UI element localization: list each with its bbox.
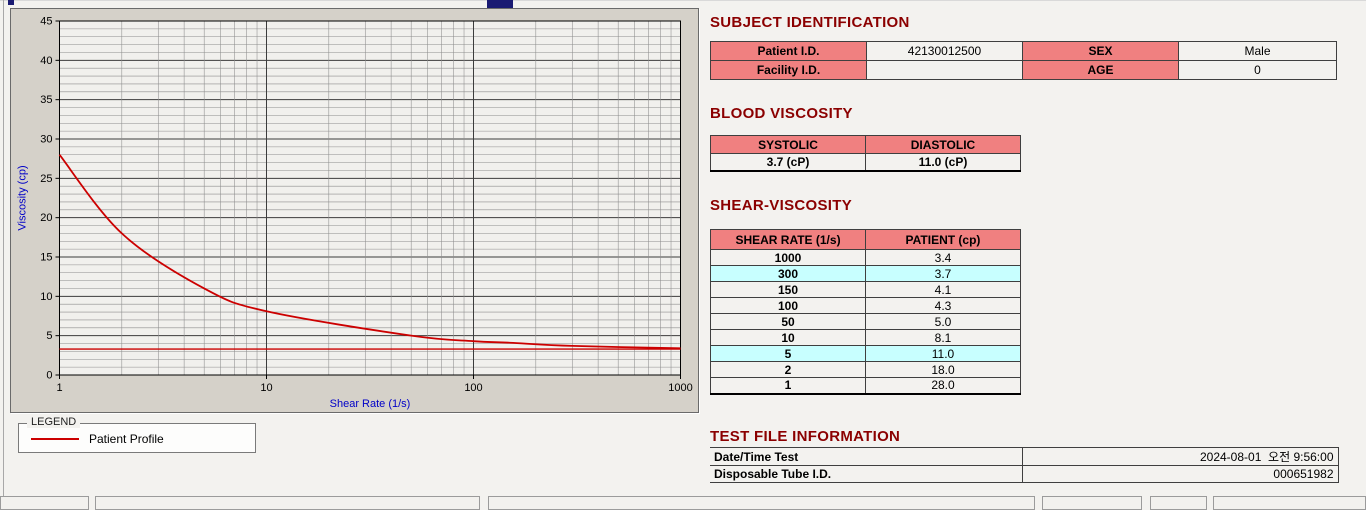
subject-identification-heading: SUBJECT IDENTIFICATION [710,14,910,31]
table-header-row: SYSTOLIC DIASTOLIC [710,135,1021,154]
diastolic-value: 11.0 (cP) [865,153,1021,172]
svg-text:40: 40 [40,55,52,67]
patient-cp-cell: 18.0 [865,361,1021,378]
systolic-value: 3.7 (cP) [710,153,866,172]
svg-text:1: 1 [56,382,62,394]
patient-cp-cell: 4.1 [865,281,1021,298]
svg-text:1000: 1000 [668,382,692,394]
age-value: 0 [1178,60,1337,80]
patient-cp-cell: 28.0 [865,377,1021,394]
test-file-table: Date/Time Test 2024-08-01 오전 9:56:00 Dis… [710,447,1339,483]
table-row: 150 4.1 [710,281,1021,298]
shear-rate-cell: 300 [710,265,866,282]
disposable-tube-id-value: 000651982 [1021,465,1339,483]
shear-viscosity-table: SHEAR RATE (1/s) PATIENT (cp) 1000 3.4 3… [710,229,1021,395]
legend-line-swatch [31,438,79,440]
svg-text:45: 45 [40,16,52,28]
table-row: Facility I.D. AGE 0 [710,60,1337,80]
table-row: Patient I.D. 42130012500 SEX Male [710,41,1337,61]
legend-title: LEGEND [27,416,81,428]
svg-text:20: 20 [40,212,52,224]
disposable-tube-id-label: Disposable Tube I.D. [710,465,1022,483]
svg-text:100: 100 [464,382,482,394]
table-row: 10 8.1 [710,329,1021,346]
svg-text:Shear Rate (1/s): Shear Rate (1/s) [330,398,411,410]
sex-value: Male [1178,41,1337,61]
window-fragment [8,0,14,5]
viscosity-chart-panel: 0 5 10 15 20 25 30 35 40 45 1 10 100 1000 Shear Rate (… [10,8,699,413]
svg-text:15: 15 [40,252,52,264]
shear-viscosity-heading: SHEAR-VISCOSITY [710,197,853,214]
age-label: AGE [1022,60,1179,80]
shear-rate-cell: 100 [710,297,866,314]
shear-rate-cell: 1000 [710,249,866,266]
diastolic-header: DIASTOLIC [865,135,1021,154]
shear-rate-cell: 5 [710,345,866,362]
date-time-test-value: 2024-08-01 오전 9:56:00 [1021,447,1339,466]
svg-text:10: 10 [260,382,272,394]
table-row: Date/Time Test 2024-08-01 오전 9:56:00 [710,447,1339,466]
table-header-row: SHEAR RATE (1/s) PATIENT (cp) [710,229,1021,250]
test-file-information-heading: TEST FILE INFORMATION [710,428,901,445]
patient-cp-cell: 11.0 [865,345,1021,362]
patient-cp-cell: 4.3 [865,297,1021,314]
shear-rate-cell: 10 [710,329,866,346]
subject-table: Patient I.D. 42130012500 SEX Male Facili… [710,41,1337,80]
systolic-header: SYSTOLIC [710,135,866,154]
table-row: 100 4.3 [710,297,1021,314]
patient-id-label: Patient I.D. [710,41,867,61]
svg-text:5: 5 [46,330,52,342]
date-time-test-label: Date/Time Test [710,447,1022,466]
table-row: 1 28.0 [710,377,1021,394]
table-row: Disposable Tube I.D. 000651982 [710,465,1339,483]
table-row: 2 18.0 [710,361,1021,378]
legend-entry-label: Patient Profile [89,432,164,446]
patient-cp-cell: 3.4 [865,249,1021,266]
table-row: 50 5.0 [710,313,1021,330]
shear-rate-cell: 1 [710,377,866,394]
svg-text:30: 30 [40,134,52,146]
viscosity-chart: 0 5 10 15 20 25 30 35 40 45 1 10 100 1000 Shear Rate (… [17,16,693,411]
facility-id-value [866,60,1023,80]
window-top-edge [0,0,1366,1]
window-fragment [487,0,513,8]
svg-text:0: 0 [46,370,52,382]
facility-id-label: Facility I.D. [710,60,867,80]
blood-viscosity-table: SYSTOLIC DIASTOLIC 3.7 (cP) 11.0 (cP) [710,135,1021,172]
svg-text:35: 35 [40,94,52,106]
table-row: 3.7 (cP) 11.0 (cP) [710,153,1021,172]
table-row: 1000 3.4 [710,249,1021,266]
shear-rate-header: SHEAR RATE (1/s) [710,229,866,250]
svg-text:Viscosity (cp): Viscosity (cp) [17,165,29,230]
patient-id-value: 42130012500 [866,41,1023,61]
table-row: 300 3.7 [710,265,1021,282]
blood-viscosity-heading: BLOOD VISCOSITY [710,105,853,122]
shear-rate-cell: 50 [710,313,866,330]
svg-text:25: 25 [40,173,52,185]
sex-label: SEX [1022,41,1179,61]
patient-cp-header: PATIENT (cp) [865,229,1021,250]
window-left-edge [3,0,4,508]
legend-box: LEGEND Patient Profile [18,416,256,453]
svg-text:10: 10 [40,291,52,303]
patient-cp-cell: 5.0 [865,313,1021,330]
patient-cp-cell: 3.7 [865,265,1021,282]
shear-rate-cell: 150 [710,281,866,298]
patient-cp-cell: 8.1 [865,329,1021,346]
table-row: 5 11.0 [710,345,1021,362]
shear-rate-cell: 2 [710,361,866,378]
